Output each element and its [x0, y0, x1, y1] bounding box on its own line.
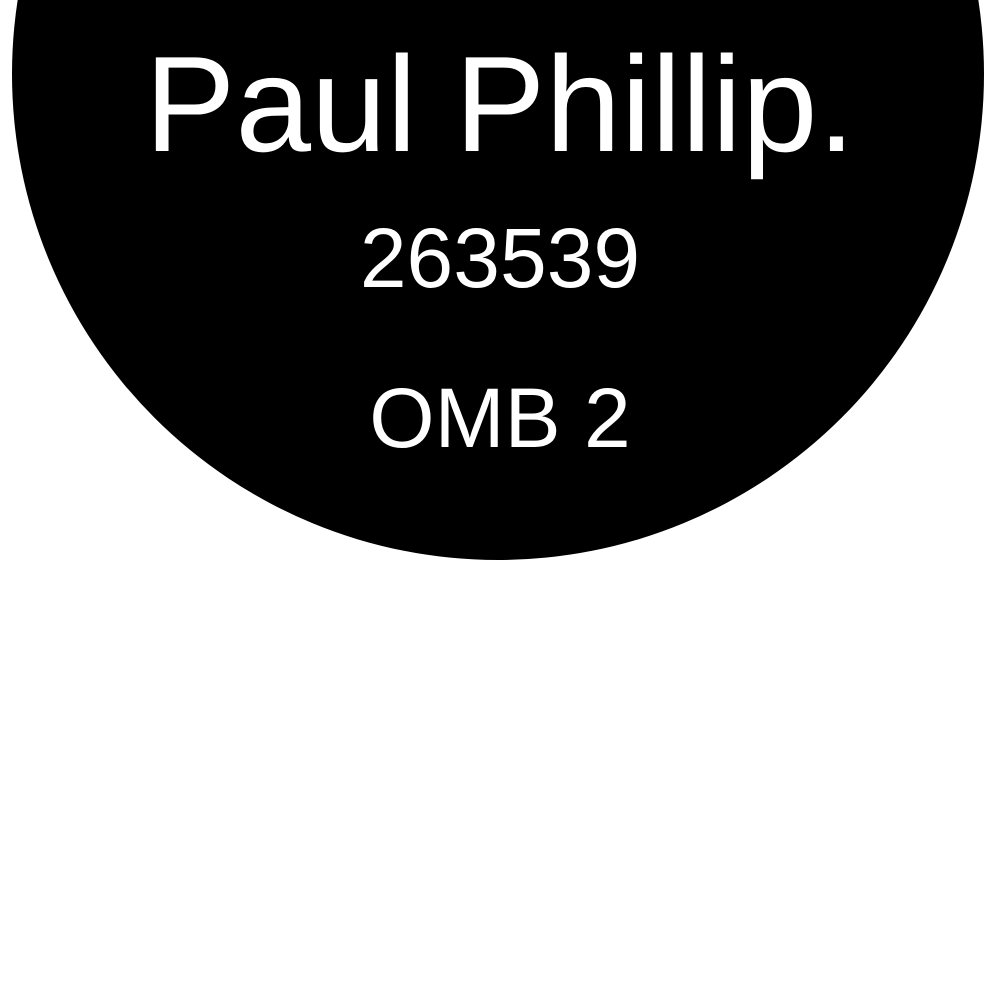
badge-number: 263539: [359, 211, 641, 305]
badge-name: Paul Phillip.: [144, 28, 856, 180]
badge-code: OMB 2: [369, 371, 631, 465]
